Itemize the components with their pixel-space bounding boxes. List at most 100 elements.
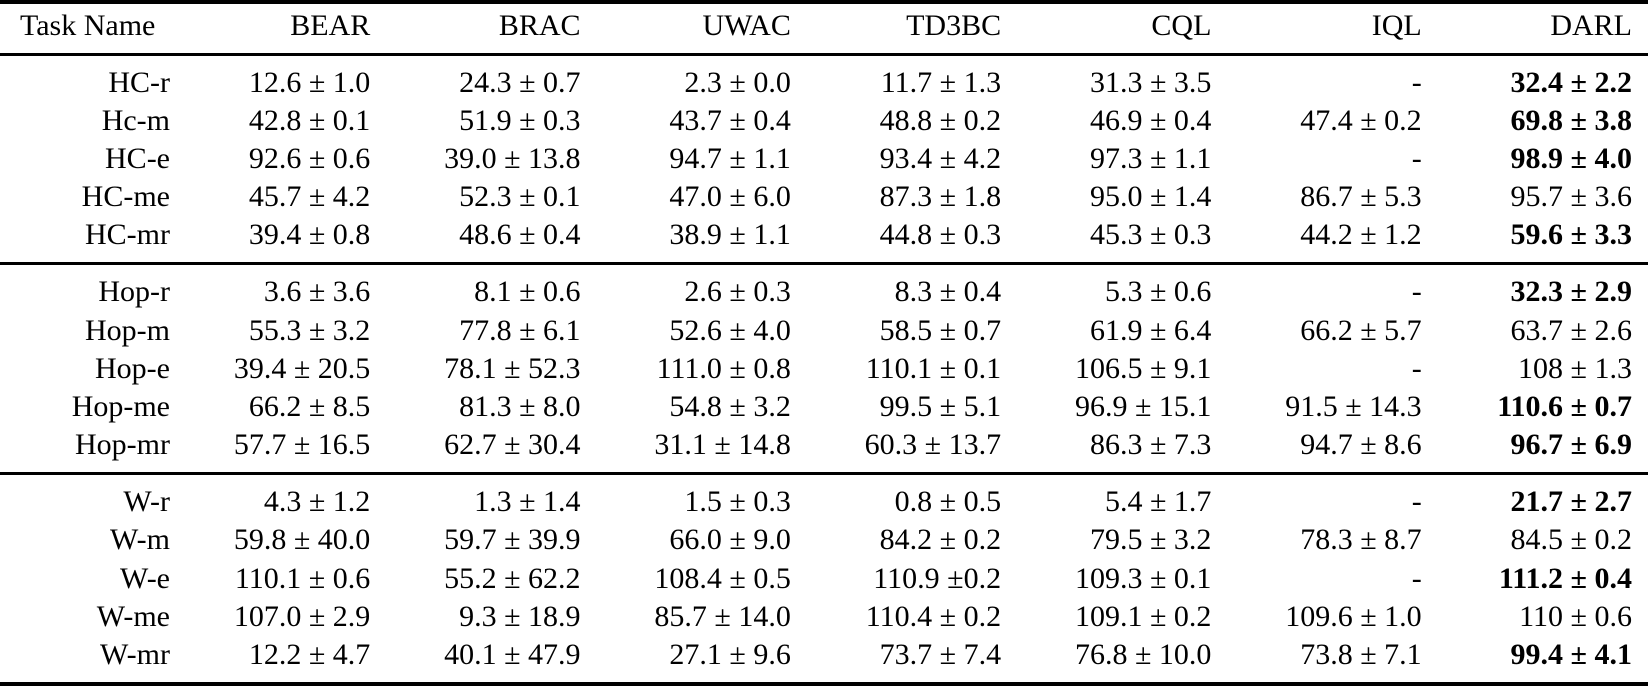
task-name-cell: HC-r bbox=[108, 65, 170, 99]
value-cell-uwac: 2.6 ± 0.3 bbox=[596, 262, 807, 312]
value-cell-darl: 98.9 ± 4.0 bbox=[1510, 141, 1632, 175]
value-cell-cql: 46.9 ± 0.4 bbox=[1089, 103, 1212, 137]
value-cell-darl: 32.3 ± 2.9 bbox=[1437, 262, 1648, 312]
value-cell-uwac: 38.9 ± 1.1 bbox=[669, 218, 791, 252]
value-cell-td3bc: 87.3 ± 1.8 bbox=[879, 180, 1002, 214]
value-cell-brac: 51.9 ± 0.3 bbox=[459, 103, 581, 137]
table-row: HC-me 45.7 ± 4.2 52.3 ± 0.1 47.0 ± 6.0 87.3 … bbox=[0, 178, 1648, 216]
column-header-td3bc: TD3BC bbox=[806, 2, 1018, 56]
value-cell-uwac: 52.6 ± 4.0 bbox=[669, 313, 791, 347]
value-cell-brac: 55.2 ± 62.2 bbox=[444, 561, 581, 595]
value-cell-cql: 76.8 ± 10.0 bbox=[1074, 637, 1212, 671]
value-cell-iql: - bbox=[1411, 561, 1422, 595]
column-header-cql: CQL bbox=[1017, 2, 1228, 56]
value-cell-iql: 78.3 ± 8.7 bbox=[1300, 523, 1422, 557]
table-row: Hop-e 39.4 ± 20.5 78.1 ± 52.3 111.0 ± 0.8 11… bbox=[0, 350, 1648, 388]
value-cell-cql: 5.4 ± 1.7 bbox=[1017, 472, 1228, 522]
value-cell-bear: 12.6 ± 1.0 bbox=[248, 65, 371, 99]
value-cell-darl: 95.7 ± 3.6 bbox=[1510, 180, 1632, 214]
value-cell-iql: - bbox=[1411, 141, 1422, 175]
table-row: W-r 4.3 ± 1.2 1.3 ± 1.4 1.5 ± 0.3 0.8 ± 0.5 5… bbox=[0, 472, 1648, 522]
task-group-hopper: Hop-r 3.6 ± 3.6 8.1 ± 0.6 2.6 ± 0.3 8.3 ± 0.… bbox=[0, 262, 1648, 474]
column-header-bear: BEAR bbox=[176, 2, 387, 56]
value-cell-iql: 86.7 ± 5.3 bbox=[1300, 180, 1422, 214]
value-cell-iql: 44.2 ± 1.2 bbox=[1300, 218, 1422, 252]
value-cell-uwac: 85.7 ± 14.0 bbox=[654, 599, 791, 633]
value-cell-cql: 96.9 ± 15.1 bbox=[1074, 389, 1212, 423]
table-row: W-e 110.1 ± 0.6 55.2 ± 62.2 108.4 ± 0.5 110.… bbox=[0, 559, 1648, 597]
value-cell-bear: 66.2 ± 8.5 bbox=[248, 389, 371, 423]
value-cell-cql: 31.3 ± 3.5 bbox=[1089, 65, 1212, 99]
value-cell-brac: 1.3 ± 1.4 bbox=[386, 472, 597, 522]
task-group-halfcheetah: HC-r 12.6 ± 1.0 24.3 ± 0.7 2.3 ± 0.0 11.7 ± … bbox=[0, 54, 1648, 264]
task-name-cell: W-e bbox=[120, 561, 170, 595]
value-cell-td3bc: 110.4 ± 0.2 bbox=[865, 599, 1002, 633]
value-cell-uwac: 43.7 ± 0.4 bbox=[669, 103, 791, 137]
header-row: Task Name BEAR BRAC UWAC TD3BC CQL IQL D… bbox=[0, 2, 1648, 56]
value-cell-cql: 109.1 ± 0.2 bbox=[1074, 599, 1212, 633]
table-row: Hop-mr 57.7 ± 16.5 62.7 ± 30.4 31.1 ± 14.8 6… bbox=[0, 426, 1648, 474]
value-cell-iql: - bbox=[1227, 472, 1438, 522]
value-cell-bear: 57.7 ± 16.5 bbox=[233, 428, 371, 462]
value-cell-brac: 62.7 ± 30.4 bbox=[444, 428, 581, 462]
value-cell-uwac: 2.3 ± 0.0 bbox=[684, 65, 791, 99]
value-cell-td3bc: 60.3 ± 13.7 bbox=[864, 428, 1002, 462]
column-header-task-name: Task Name bbox=[0, 2, 176, 56]
value-cell-iql: 73.8 ± 7.1 bbox=[1300, 637, 1422, 671]
value-cell-bear: 3.6 ± 3.6 bbox=[176, 262, 387, 312]
value-cell-brac: 48.6 ± 0.4 bbox=[459, 218, 581, 252]
task-name-cell: Hop-mr bbox=[75, 428, 170, 462]
value-cell-bear: 45.7 ± 4.2 bbox=[248, 180, 371, 214]
value-cell-td3bc: 44.8 ± 0.3 bbox=[879, 218, 1002, 252]
table-row: Hop-r 3.6 ± 3.6 8.1 ± 0.6 2.6 ± 0.3 8.3 ± 0.… bbox=[0, 262, 1648, 312]
value-cell-brac: 81.3 ± 8.0 bbox=[459, 389, 581, 423]
value-cell-brac: 40.1 ± 47.9 bbox=[444, 637, 581, 671]
value-cell-iql: 109.6 ± 1.0 bbox=[1285, 599, 1422, 633]
table-row: HC-mr 39.4 ± 0.8 48.6 ± 0.4 38.9 ± 1.1 44.8 … bbox=[0, 216, 1648, 264]
value-cell-uwac: 108.4 ± 0.5 bbox=[654, 561, 791, 595]
task-group-walker: W-r 4.3 ± 1.2 1.3 ± 1.4 1.5 ± 0.3 0.8 ± 0.5 5… bbox=[0, 472, 1648, 684]
task-name-cell: HC-me bbox=[81, 180, 170, 214]
value-cell-cql: 95.0 ± 1.4 bbox=[1089, 180, 1212, 214]
value-cell-uwac: 31.1 ± 14.8 bbox=[654, 428, 791, 462]
table-row: W-mr 12.2 ± 4.7 40.1 ± 47.9 27.1 ± 9.6 73.7 … bbox=[0, 636, 1648, 684]
value-cell-td3bc: 0.8 ± 0.5 bbox=[806, 472, 1018, 522]
task-name-cell: HC-mr bbox=[85, 218, 170, 252]
task-name-cell: Hop-m bbox=[85, 313, 170, 347]
table-row: HC-e 92.6 ± 0.6 39.0 ± 13.8 94.7 ± 1.1 93.4 … bbox=[0, 140, 1648, 178]
value-cell-darl: 84.5 ± 0.2 bbox=[1510, 523, 1632, 557]
value-cell-darl: 108 ± 1.3 bbox=[1518, 351, 1632, 385]
value-cell-bear: 107.0 ± 2.9 bbox=[233, 599, 371, 633]
table-row: W-me 107.0 ± 2.9 9.3 ± 18.9 85.7 ± 14.0 110.… bbox=[0, 598, 1648, 636]
value-cell-cql: 97.3 ± 1.1 bbox=[1089, 141, 1212, 175]
value-cell-uwac: 66.0 ± 9.0 bbox=[669, 523, 791, 557]
value-cell-bear: 59.8 ± 40.0 bbox=[233, 523, 371, 557]
value-cell-td3bc: 110.1 ± 0.1 bbox=[865, 351, 1002, 385]
table-row: HC-r 12.6 ± 1.0 24.3 ± 0.7 2.3 ± 0.0 11.7 ± … bbox=[0, 54, 1648, 102]
value-cell-uwac: 27.1 ± 9.6 bbox=[669, 637, 791, 671]
value-cell-cql: 45.3 ± 0.3 bbox=[1089, 218, 1212, 252]
value-cell-cql: 79.5 ± 3.2 bbox=[1089, 523, 1212, 557]
value-cell-iql: 94.7 ± 8.6 bbox=[1300, 428, 1422, 462]
value-cell-td3bc: 8.3 ± 0.4 bbox=[806, 262, 1018, 312]
value-cell-brac: 24.3 ± 0.7 bbox=[459, 65, 581, 99]
value-cell-bear: 55.3 ± 3.2 bbox=[248, 313, 371, 347]
value-cell-uwac: 47.0 ± 6.0 bbox=[669, 180, 791, 214]
value-cell-iql: 47.4 ± 0.2 bbox=[1300, 103, 1422, 137]
value-cell-cql: 86.3 ± 7.3 bbox=[1089, 428, 1212, 462]
value-cell-uwac: 54.8 ± 3.2 bbox=[669, 389, 791, 423]
value-cell-td3bc: 11.7 ± 1.3 bbox=[880, 65, 1002, 99]
value-cell-brac: 39.0 ± 13.8 bbox=[444, 141, 581, 175]
value-cell-uwac: 94.7 ± 1.1 bbox=[669, 141, 791, 175]
value-cell-td3bc: 99.5 ± 5.1 bbox=[879, 389, 1002, 423]
value-cell-cql: 109.3 ± 0.1 bbox=[1074, 561, 1212, 595]
table-row: Hc-m 42.8 ± 0.1 51.9 ± 0.3 43.7 ± 0.4 48.8 ±… bbox=[0, 102, 1648, 140]
value-cell-bear: 110.1 ± 0.6 bbox=[234, 561, 371, 595]
value-cell-td3bc: 84.2 ± 0.2 bbox=[879, 523, 1002, 557]
value-cell-darl: 111.2 ± 0.4 bbox=[1498, 561, 1632, 595]
value-cell-bear: 39.4 ± 0.8 bbox=[248, 218, 371, 252]
value-cell-bear: 92.6 ± 0.6 bbox=[248, 141, 371, 175]
value-cell-iql: 66.2 ± 5.7 bbox=[1300, 313, 1422, 347]
